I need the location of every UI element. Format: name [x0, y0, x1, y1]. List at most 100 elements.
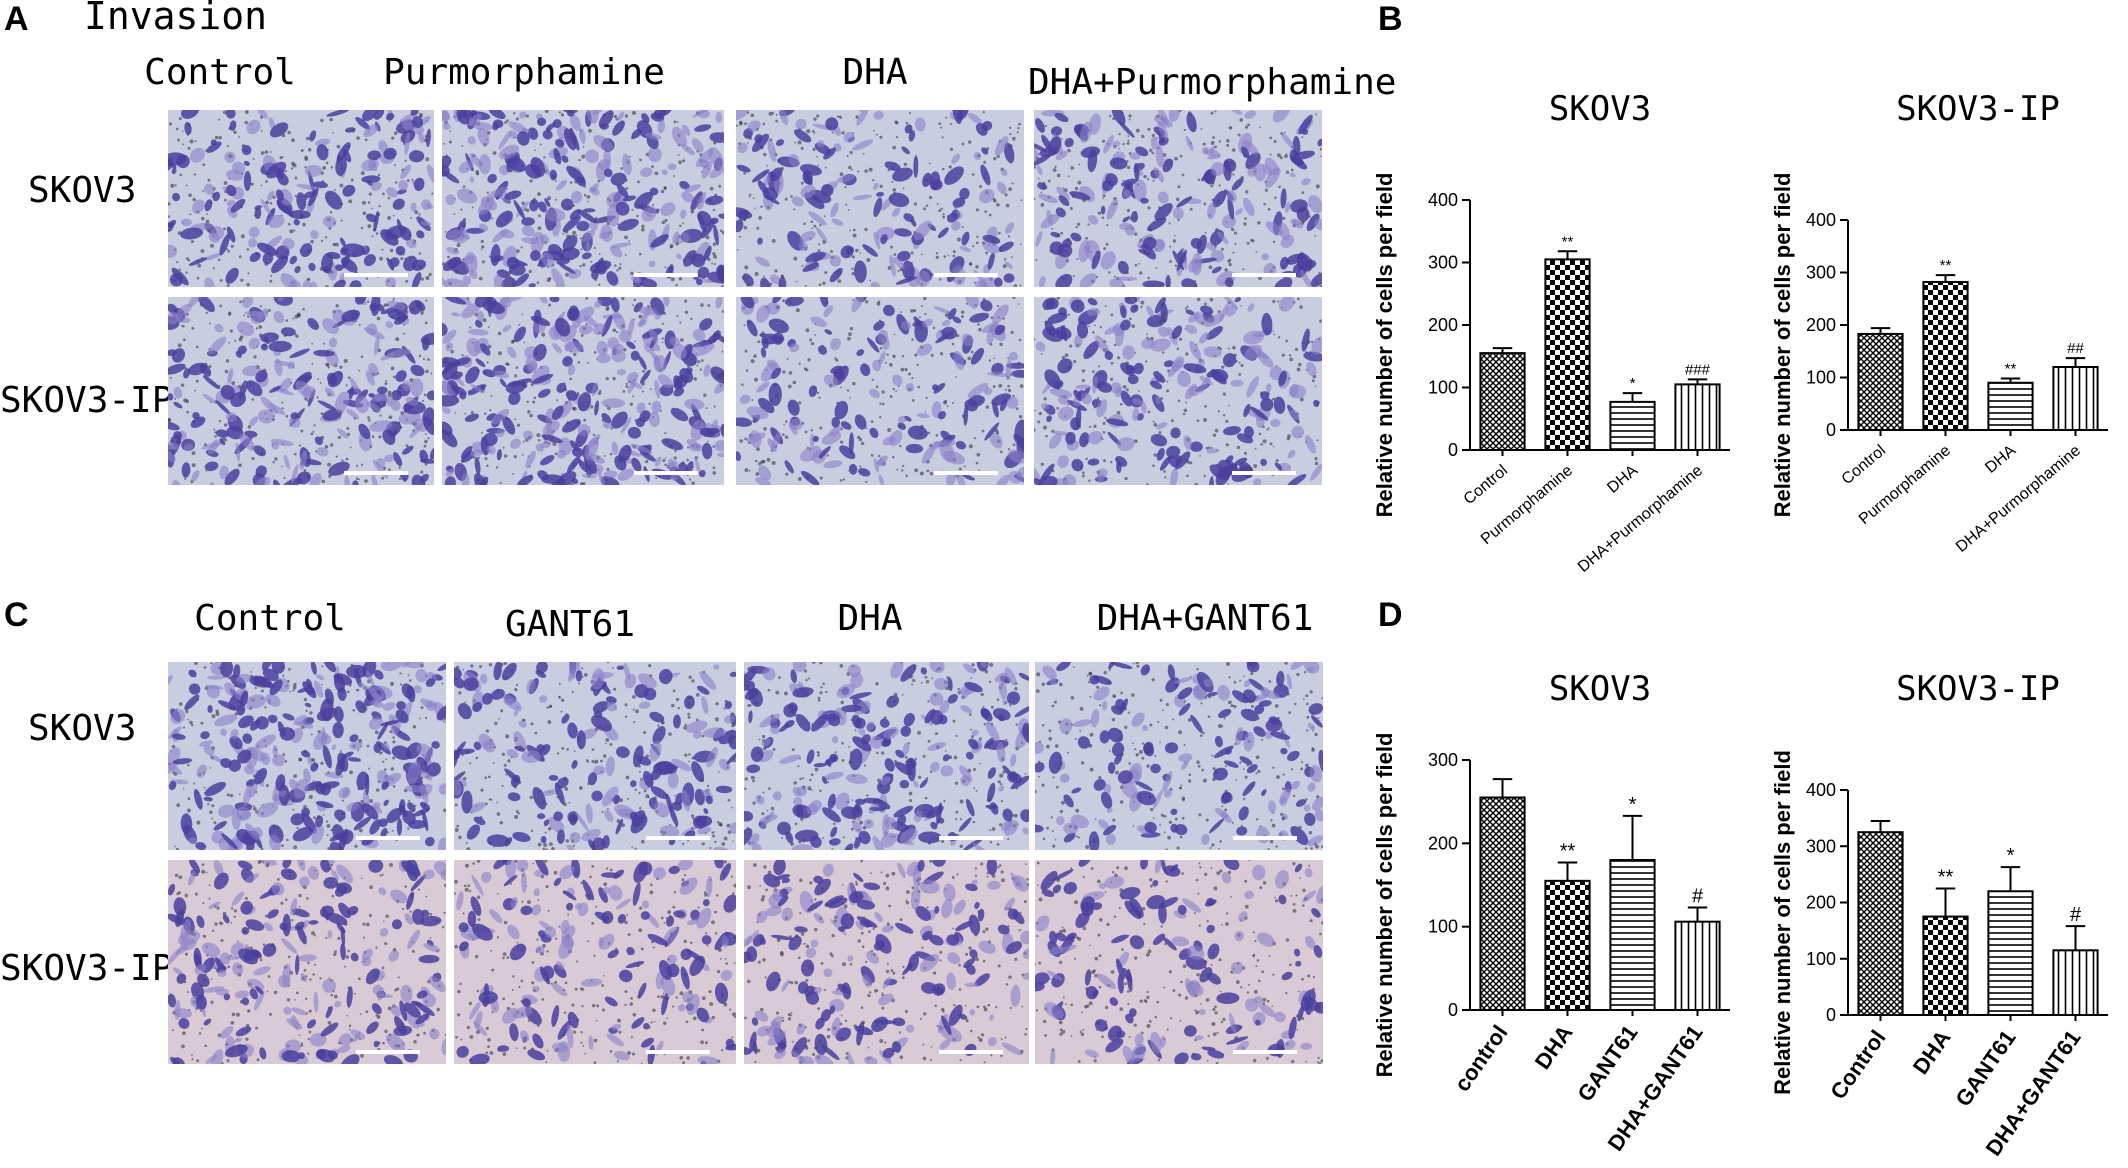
- significance-label: **: [1940, 257, 1952, 274]
- significance-label: **: [2005, 361, 2017, 378]
- chart-d-skov3: SKOV3 Relative number of cells per field 0…: [1370, 660, 1750, 1165]
- error-bar: [1935, 887, 1956, 917]
- chart-title: SKOV3-IP: [1896, 89, 2060, 129]
- y-tick-label: 100: [1428, 378, 1458, 398]
- y-tick-label: 0: [1448, 440, 1458, 460]
- chart-svg: SKOV3-IP Relative number of cells per fie…: [1770, 669, 2108, 1161]
- bar: [1987, 890, 2034, 1016]
- micrograph-a-skov3-ip-control: [168, 297, 434, 485]
- micrograph-c-skov3-ip-dha-gant61: [1035, 860, 1323, 1064]
- chart-title: SKOV3: [1549, 89, 1651, 129]
- panel-letter-d: D: [1378, 596, 1403, 634]
- bar: [1674, 920, 1721, 1011]
- micrograph-c-skov3-ip-control: [168, 860, 446, 1064]
- micrograph-a-skov3-ip-dha-purmorphamine: [1034, 297, 1322, 485]
- bar: [2052, 366, 2099, 431]
- x-category-label: DHA: [1604, 462, 1641, 497]
- micrograph-c-skov3-dha-gant61: [1035, 662, 1323, 850]
- x-category-label: control: [1449, 1021, 1512, 1096]
- bar: [1609, 400, 1656, 451]
- micrograph-a-skov3-ip-purmorphamine: [442, 297, 724, 485]
- significance-label: *: [1630, 375, 1636, 392]
- chart-title: SKOV3: [1549, 669, 1651, 709]
- error-bar: [2065, 357, 2086, 367]
- y-tick-label: 400: [1806, 210, 1836, 230]
- micrograph-c-skov3-dha: [744, 662, 1029, 850]
- bar: [1479, 796, 1526, 1011]
- y-tick-label: 200: [1806, 315, 1836, 335]
- chart-svg: SKOV3 Relative number of cells per field 0…: [1372, 669, 1730, 1156]
- error-bar: [1870, 327, 1891, 334]
- y-axis-label: Relative number of cells per field: [1372, 733, 1397, 1078]
- error-bar: [1622, 392, 1643, 402]
- y-tick-label: 400: [1428, 190, 1458, 210]
- y-axis-label: Relative number of cells per field: [1770, 173, 1795, 518]
- chart-title: SKOV3-IP: [1896, 669, 2060, 709]
- error-bar: [2065, 925, 2086, 951]
- panel-c-col-control: Control: [194, 598, 346, 639]
- x-category-label: DHA: [1982, 442, 2019, 477]
- chart-d-skov3-ip: SKOV3-IP Relative number of cells per fie…: [1768, 660, 2128, 1165]
- panel-a-heading: Invasion: [84, 0, 268, 38]
- panel-a-row-skov3: SKOV3: [28, 170, 137, 211]
- micrograph-c-skov3-gant61: [454, 662, 736, 850]
- micrograph-c-skov3-control: [168, 662, 446, 850]
- panel-a-col-control: Control: [144, 52, 296, 93]
- panel-c-col-dha: DHA: [837, 598, 903, 639]
- panel-c-row-skov3: SKOV3: [28, 708, 137, 749]
- y-tick-label: 200: [1428, 833, 1458, 853]
- micrograph-c-skov3-ip-gant61: [454, 860, 736, 1064]
- chart-b-skov3: SKOV3 Relative number of cells per field 0…: [1370, 80, 1750, 600]
- y-tick-label: 0: [1826, 1005, 1836, 1025]
- x-category-label: Control: [1461, 462, 1511, 508]
- panel-a-col-dha: DHA: [842, 52, 908, 93]
- y-tick-label: 0: [1826, 420, 1836, 440]
- x-category-label: DHA+Purmorphamine: [1575, 462, 1706, 576]
- panel-c-col-gant61: GANT61: [504, 604, 636, 645]
- y-tick-label: 300: [1806, 836, 1836, 856]
- micrograph-a-skov3-control: [168, 110, 434, 287]
- y-tick-label: 300: [1806, 263, 1836, 283]
- micrograph-a-skov3-purmorphamine: [442, 110, 724, 287]
- y-tick-label: 100: [1806, 368, 1836, 388]
- bar: [1987, 381, 2034, 431]
- significance-label: ###: [1685, 361, 1711, 378]
- x-category-label: Control: [1839, 442, 1889, 488]
- x-category-label: Control: [1825, 1026, 1890, 1104]
- significance-label: #: [2070, 904, 2082, 926]
- significance-label: **: [1562, 233, 1574, 250]
- y-axis-label: Relative number of cells per field: [1770, 750, 1795, 1095]
- error-bar: [2000, 377, 2021, 383]
- error-bar: [1870, 819, 1891, 833]
- bar: [1922, 915, 1969, 1016]
- y-tick-label: 100: [1806, 949, 1836, 969]
- micrograph-a-skov3-ip-dha: [736, 297, 1024, 485]
- panel-c-col-dha-gant61: DHA+GANT61: [1096, 598, 1314, 639]
- x-category-label: GANT61: [1950, 1026, 2020, 1111]
- y-tick-label: 300: [1428, 253, 1458, 273]
- y-tick-label: 200: [1806, 893, 1836, 913]
- y-tick-label: 100: [1428, 917, 1458, 937]
- error-bar: [1687, 906, 1708, 922]
- y-tick-label: 300: [1428, 750, 1458, 770]
- micrograph-a-skov3-dha-purmorphamine: [1034, 110, 1322, 287]
- micrograph-a-skov3-dha: [736, 110, 1024, 287]
- panel-letter-b: B: [1378, 0, 1403, 38]
- panel-a-col-dha-purmorphamine: DHA+Purmorphamine: [1028, 62, 1397, 103]
- x-category-label: DHA: [1908, 1025, 1956, 1078]
- panel-c-row-skov3-ip: SKOV3-IP: [0, 948, 174, 989]
- significance-label: #: [1692, 886, 1704, 908]
- error-bar: [2000, 866, 2021, 892]
- y-tick-label: 400: [1806, 780, 1836, 800]
- y-tick-label: 0: [1448, 1000, 1458, 1020]
- bar: [1674, 383, 1721, 451]
- chart-svg: SKOV3-IP Relative number of cells per fie…: [1770, 89, 2108, 556]
- bar: [1479, 352, 1526, 451]
- x-category-label: GANT61: [1572, 1021, 1642, 1106]
- bar: [1544, 879, 1591, 1011]
- significance-label: **: [1560, 841, 1576, 863]
- panel-letter-c: C: [4, 596, 29, 634]
- significance-label: ##: [2067, 340, 2084, 357]
- x-category-label: DHA: [1530, 1020, 1578, 1073]
- bar: [1609, 859, 1656, 1011]
